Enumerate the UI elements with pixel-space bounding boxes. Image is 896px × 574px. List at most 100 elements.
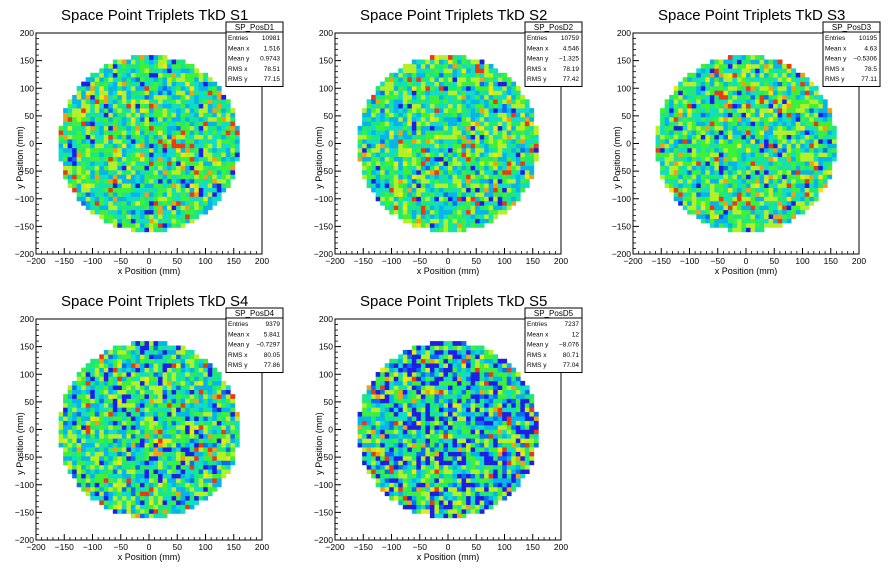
heatmap-cell xyxy=(153,473,159,479)
heatmap-cell xyxy=(696,214,702,219)
heatmap-cell xyxy=(99,112,105,118)
heatmap-cell xyxy=(520,139,526,144)
heatmap-cell xyxy=(448,94,453,100)
heatmap-cell xyxy=(216,187,222,193)
chart-title: Space Point Triplets TkD S3 xyxy=(658,7,845,24)
heatmap-cell xyxy=(709,116,715,122)
heatmap-cell xyxy=(121,460,127,466)
heatmap-cell xyxy=(176,63,181,69)
heatmap-cell xyxy=(216,183,222,188)
heatmap-cell xyxy=(130,116,136,122)
heatmap-cell xyxy=(393,174,399,180)
heatmap-cell xyxy=(144,438,150,444)
heatmap-cell xyxy=(497,116,503,122)
heatmap-cell xyxy=(755,205,760,211)
heatmap-cell xyxy=(158,411,163,417)
heatmap-cell xyxy=(764,156,769,162)
heatmap-cell xyxy=(153,500,159,505)
heatmap-cell xyxy=(94,170,100,175)
heatmap-cell xyxy=(723,116,729,122)
heatmap-cell xyxy=(362,139,367,144)
heatmap-cell xyxy=(171,77,177,82)
heatmap-cell xyxy=(755,108,760,113)
heatmap-cell xyxy=(407,68,413,74)
heatmap-cell xyxy=(194,214,200,219)
heatmap-cell xyxy=(678,196,684,202)
heatmap-cell xyxy=(502,99,508,105)
heatmap-cell xyxy=(515,196,521,202)
heatmap-cell xyxy=(768,214,774,219)
heatmap-cell xyxy=(63,451,68,457)
heatmap-cell xyxy=(791,125,797,131)
heatmap-cell xyxy=(162,121,168,127)
heatmap-cell xyxy=(230,147,236,153)
heatmap-cell xyxy=(687,108,693,113)
heatmap-cell xyxy=(416,72,422,78)
heatmap-cell xyxy=(139,223,145,228)
heatmap-cell xyxy=(99,456,105,461)
heatmap-cell xyxy=(736,227,742,233)
heatmap-cell xyxy=(230,112,236,118)
heatmap-cell xyxy=(371,94,376,100)
heatmap-cell xyxy=(207,170,213,175)
heatmap-cell xyxy=(457,147,462,153)
heatmap-cell xyxy=(117,187,123,193)
heatmap-cell xyxy=(511,139,517,144)
heatmap-cell xyxy=(402,205,408,211)
heatmap-cell xyxy=(221,187,227,193)
heatmap-cell xyxy=(777,134,783,140)
heatmap-cell xyxy=(85,486,91,492)
heatmap-cell xyxy=(112,442,118,448)
heatmap-cell xyxy=(85,99,91,105)
heatmap-cell xyxy=(515,116,521,122)
heatmap-cell xyxy=(185,196,190,202)
heatmap-cell xyxy=(723,72,729,78)
heatmap-cell xyxy=(99,99,105,105)
heatmap-cell xyxy=(135,394,141,399)
stats-row-label: Mean y xyxy=(527,56,549,63)
heatmap-cell xyxy=(153,460,159,466)
heatmap-cell xyxy=(831,152,837,158)
heatmap-cell xyxy=(189,81,195,87)
heatmap-cell xyxy=(130,209,136,215)
heatmap-cell xyxy=(117,205,123,211)
heatmap-cell xyxy=(90,121,96,127)
heatmap-cell xyxy=(764,94,769,100)
heatmap-cell xyxy=(135,402,141,408)
heatmap-cell xyxy=(777,196,783,202)
heatmap-cell xyxy=(117,223,123,228)
heatmap-cell xyxy=(135,68,141,74)
heatmap-cell xyxy=(782,103,787,109)
heatmap-cell xyxy=(130,341,136,346)
heatmap-cell xyxy=(411,183,417,188)
heatmap-cell xyxy=(452,130,458,135)
heatmap-cell xyxy=(126,464,132,470)
heatmap-cell xyxy=(727,205,733,211)
heatmap-cell xyxy=(795,152,801,158)
heatmap-cell xyxy=(189,170,195,175)
heatmap-cell xyxy=(515,187,521,193)
heatmap-cell xyxy=(103,196,109,202)
heatmap-cell xyxy=(705,147,711,153)
y-tick-label: −150 xyxy=(15,221,34,231)
heatmap-cell xyxy=(420,143,426,149)
heatmap-cell xyxy=(809,200,815,206)
heatmap-cell xyxy=(135,469,141,474)
heatmap-cell xyxy=(420,196,426,202)
heatmap-cell xyxy=(216,165,222,171)
heatmap-cell xyxy=(457,108,462,113)
heatmap-cell xyxy=(768,103,774,109)
heatmap-cell xyxy=(705,108,711,113)
heatmap-cell xyxy=(466,156,471,162)
heatmap-cell xyxy=(99,165,105,171)
heatmap-cell xyxy=(99,68,105,74)
heatmap-cell xyxy=(696,112,702,118)
heatmap-cell xyxy=(130,473,136,479)
heatmap-cell xyxy=(194,192,200,197)
heatmap-cell xyxy=(506,90,512,96)
heatmap-cell xyxy=(103,90,109,96)
heatmap-cell xyxy=(773,134,778,140)
heatmap-cell xyxy=(85,112,91,118)
heatmap-cell xyxy=(149,77,154,82)
heatmap-cell xyxy=(126,363,132,368)
